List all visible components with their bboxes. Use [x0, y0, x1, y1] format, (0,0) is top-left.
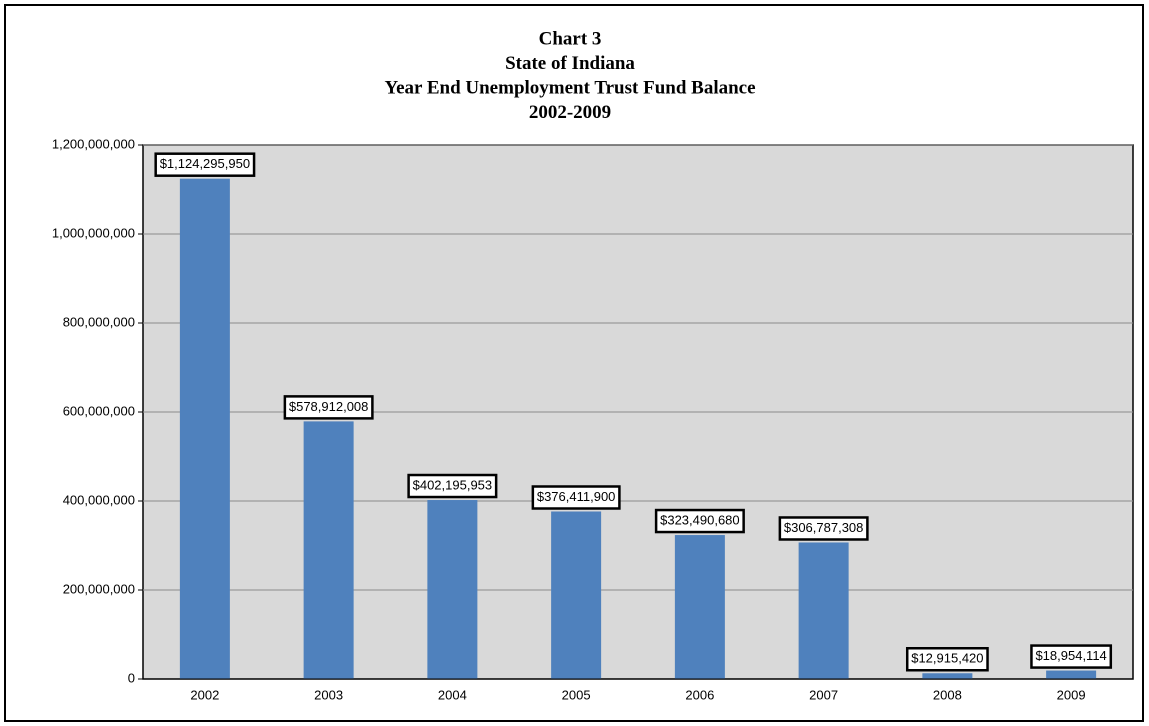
data-label-box: [531, 485, 621, 510]
bar: [303, 421, 354, 679]
data-label: $1,124,295,950: [160, 156, 250, 171]
data-label: $578,912,008: [289, 399, 369, 414]
y-tick-label: 400,000,000: [63, 492, 135, 507]
data-label: $12,915,420: [911, 651, 983, 666]
bar: [922, 673, 973, 679]
x-tick-label: 2003: [314, 687, 343, 702]
x-tick-label: 2005: [562, 687, 591, 702]
data-label-box: [154, 152, 256, 177]
x-tick-label: 2004: [438, 687, 467, 702]
x-tick-label: 2008: [933, 687, 962, 702]
data-label: $18,954,114: [1035, 648, 1106, 663]
data-label-box: [654, 508, 745, 534]
x-tick-label: 2007: [809, 687, 838, 702]
y-tick-label: 800,000,000: [63, 314, 135, 329]
x-tick-label: 2006: [685, 687, 714, 702]
chart-title: 2002-2009: [529, 102, 611, 123]
data-label-box: [778, 516, 869, 541]
x-tick-label: 2009: [1057, 687, 1086, 702]
bar: [427, 500, 478, 679]
chart-title: Year End Unemployment Trust Fund Balance: [384, 77, 755, 98]
y-tick-label: 0: [128, 670, 135, 685]
bar: [179, 178, 230, 680]
data-label-box: [905, 647, 989, 672]
bar: [798, 542, 849, 679]
bar: [674, 535, 725, 679]
chart-title: Chart 3: [539, 28, 602, 49]
bar: [1046, 670, 1097, 679]
chart-title: State of Indiana: [505, 53, 635, 74]
x-tick-label: 2002: [190, 687, 219, 702]
bar: [551, 511, 602, 679]
y-tick-label: 1,000,000,000: [52, 225, 135, 240]
data-label: $306,787,308: [784, 520, 864, 535]
y-tick-label: 200,000,000: [63, 581, 135, 596]
y-tick-label: 1,200,000,000: [52, 136, 135, 151]
data-label-box: [407, 473, 498, 499]
data-label: $402,195,953: [413, 477, 493, 492]
data-label-box: [1030, 644, 1113, 669]
data-label-box: [283, 395, 374, 420]
y-tick-label: 600,000,000: [63, 403, 135, 418]
data-label: $323,490,680: [660, 512, 740, 527]
data-label: $376,411,900: [537, 489, 616, 504]
